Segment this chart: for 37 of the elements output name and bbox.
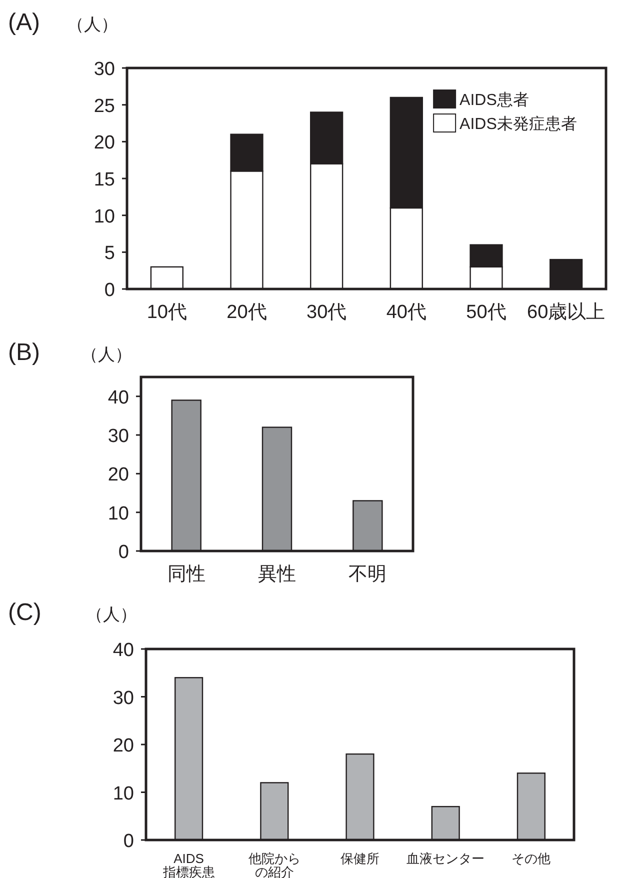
y-tick-label: 20 bbox=[112, 736, 134, 756]
y-tick-label: 0 bbox=[123, 831, 134, 852]
y-tick-label: 10 bbox=[94, 206, 115, 228]
chart-title: (A) bbox=[8, 9, 40, 36]
x-tick-label: 60歳以上 bbox=[527, 302, 606, 323]
y-tick-label: 40 bbox=[108, 387, 129, 408]
y-tick-label: 30 bbox=[108, 426, 129, 447]
y-tick-label: 15 bbox=[94, 170, 115, 190]
chart-title: (C) bbox=[8, 599, 42, 626]
x-tick-label: 40代 bbox=[386, 302, 426, 323]
x-tick-label: 異性 bbox=[258, 564, 296, 585]
y-tick-label: 5 bbox=[104, 243, 115, 264]
y-tick-label: 30 bbox=[94, 59, 115, 80]
y-tick-label: 25 bbox=[94, 96, 115, 117]
y-tick-label: 40 bbox=[112, 640, 134, 661]
x-tick-label: その他 bbox=[512, 851, 551, 866]
y-tick-label: 10 bbox=[108, 503, 129, 524]
x-tick-label: 30代 bbox=[306, 302, 347, 323]
x-tick-label: 同性 bbox=[167, 564, 206, 585]
y-tick-label: 20 bbox=[108, 464, 129, 486]
y-tick-label: 10 bbox=[112, 783, 134, 804]
y-axis-title: （人） bbox=[67, 15, 118, 34]
x-tick-label: 50代 bbox=[466, 302, 506, 323]
y-tick-label: 0 bbox=[118, 542, 129, 563]
legend-label: AIDS未発症患者 bbox=[460, 115, 577, 133]
x-tick-label: 不明 bbox=[348, 564, 387, 585]
chart-title: (B) bbox=[8, 339, 40, 366]
y-axis-title: （人） bbox=[86, 605, 137, 624]
x-tick-label: 10代 bbox=[146, 302, 187, 323]
legend-label: AIDS患者 bbox=[460, 91, 529, 109]
y-tick-label: 20 bbox=[94, 132, 115, 154]
y-tick-label: 30 bbox=[112, 688, 134, 709]
x-tick-label: 20代 bbox=[226, 302, 267, 323]
x-tick-label: 血液センター bbox=[406, 851, 485, 866]
x-tick-label: 保健所 bbox=[340, 851, 380, 866]
y-axis-title: （人） bbox=[81, 345, 132, 364]
y-tick-label: 0 bbox=[104, 280, 115, 301]
